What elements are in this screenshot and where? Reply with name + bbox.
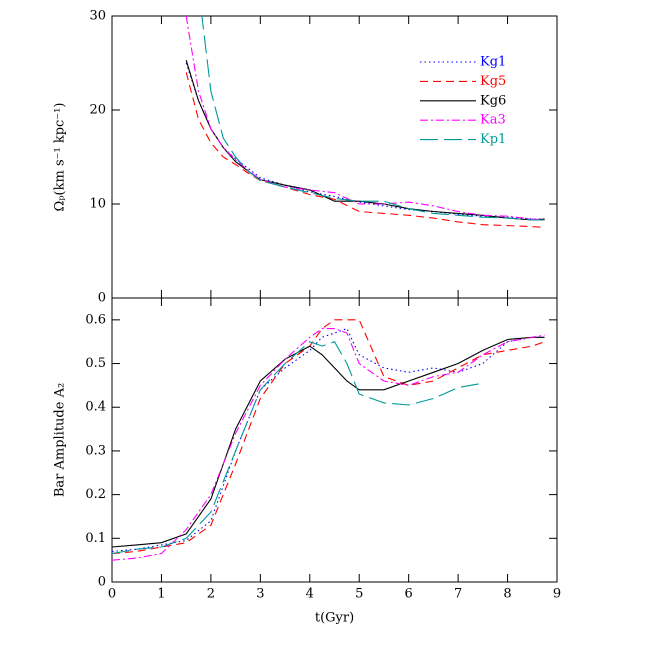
y-axis-label: Ωₚ(km s⁻¹ kpc⁻¹)	[53, 103, 68, 212]
series-line	[201, 16, 545, 221]
y-tick-label: 0	[98, 575, 106, 590]
series-line	[185, 62, 545, 220]
y-tick-label: 0.1	[85, 531, 106, 546]
y-tick-label: 0.2	[85, 487, 106, 502]
series-line	[112, 336, 545, 548]
axes-frame	[111, 297, 558, 583]
legend-label: Kg6	[480, 93, 506, 108]
series-line	[185, 60, 545, 221]
series-line	[185, 72, 545, 229]
y-tick-label: 30	[89, 9, 106, 24]
plot-area	[112, 319, 545, 561]
y-tick-label: 0	[98, 291, 106, 306]
legend-label: Ka3	[480, 113, 506, 128]
legend-label: Kp1	[480, 132, 506, 147]
x-tick-label: 9	[553, 587, 561, 602]
y-tick-label: 20	[89, 103, 106, 118]
x-tick-label: 6	[405, 587, 413, 602]
series-line	[112, 341, 483, 555]
x-tick-label: 1	[157, 587, 165, 602]
x-tick-label: 4	[306, 587, 314, 602]
x-tick-label: 5	[355, 587, 363, 602]
x-tick-label: 3	[256, 587, 264, 602]
x-tick-label: 8	[503, 587, 511, 602]
legend-label: Kg5	[480, 74, 506, 89]
y-tick-label: 0.6	[85, 312, 106, 327]
y-tick-label: 0.5	[85, 356, 106, 371]
x-tick-label: 7	[454, 587, 462, 602]
y-axis-label: Bar Amplitude A₂	[53, 383, 68, 497]
series-line	[112, 328, 545, 561]
series-line	[185, 16, 545, 221]
y-tick-label: 0.3	[85, 443, 106, 458]
x-tick-label: 2	[207, 587, 215, 602]
plot-area	[185, 16, 545, 229]
y-tick-label: 10	[89, 197, 106, 212]
series-line	[112, 319, 545, 555]
legend-label: Kg1	[480, 55, 506, 70]
x-tick-label: 0	[108, 587, 116, 602]
x-axis-label: t(Gyr)	[315, 611, 354, 626]
series-line	[112, 327, 545, 552]
y-tick-label: 0.4	[85, 400, 106, 415]
